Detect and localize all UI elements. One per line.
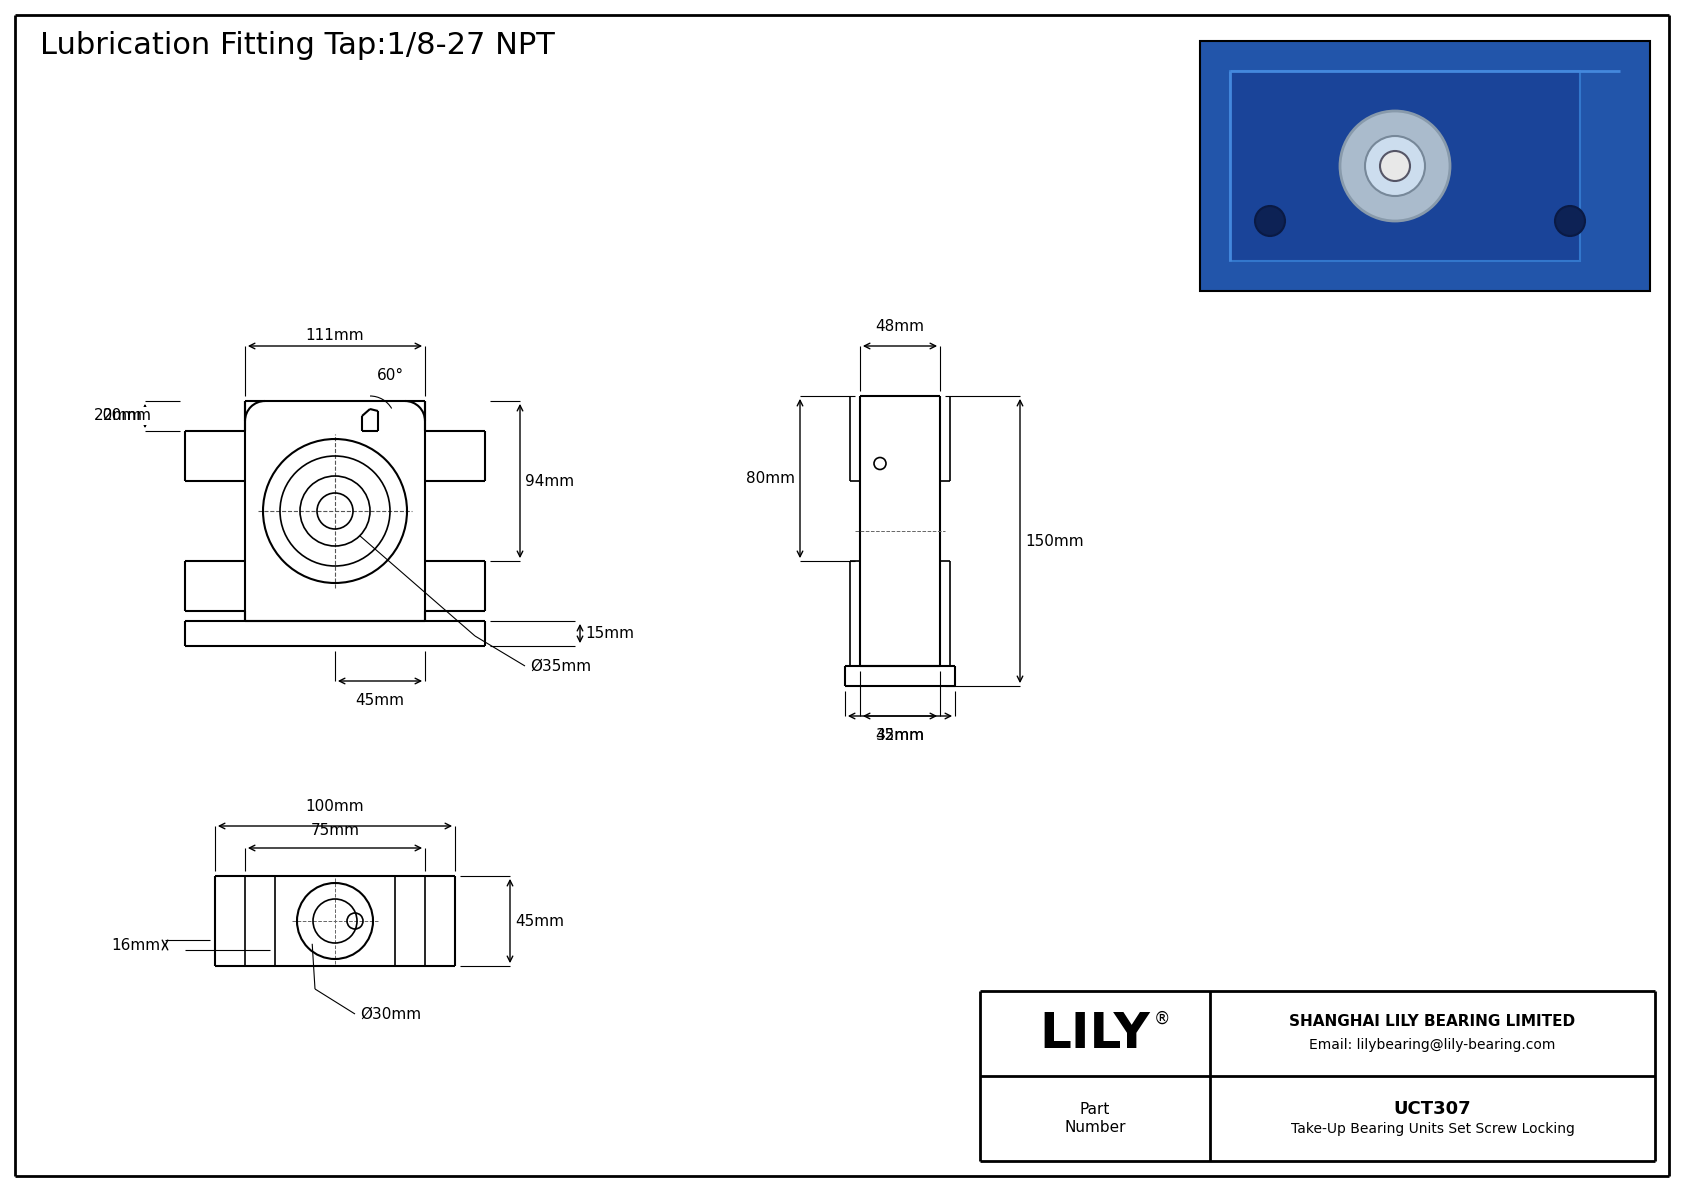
Text: 32mm: 32mm <box>876 728 925 743</box>
Text: Take-Up Bearing Units Set Screw Locking: Take-Up Bearing Units Set Screw Locking <box>1290 1122 1575 1135</box>
Text: Ø30mm: Ø30mm <box>360 1006 421 1022</box>
Text: 45mm: 45mm <box>355 693 404 707</box>
Text: LILY: LILY <box>1039 1010 1150 1058</box>
Text: Lubrication Fitting Tap:1/8-27 NPT: Lubrication Fitting Tap:1/8-27 NPT <box>40 31 554 61</box>
Text: 45mm: 45mm <box>876 728 925 743</box>
Text: 20mm: 20mm <box>103 409 152 424</box>
Text: 94mm: 94mm <box>525 474 574 488</box>
Text: 45mm: 45mm <box>515 913 564 929</box>
Text: 80mm: 80mm <box>746 470 795 486</box>
Text: SHANGHAI LILY BEARING LIMITED: SHANGHAI LILY BEARING LIMITED <box>1290 1014 1576 1029</box>
Circle shape <box>1340 111 1450 222</box>
Text: Ø35mm: Ø35mm <box>530 659 591 673</box>
Text: 60°: 60° <box>377 368 404 384</box>
Text: 20mm: 20mm <box>94 409 143 424</box>
Circle shape <box>1379 151 1410 181</box>
Text: 48mm: 48mm <box>876 319 925 333</box>
Text: 15mm: 15mm <box>584 626 633 641</box>
Bar <box>1229 71 1580 261</box>
Text: Part
Number: Part Number <box>1064 1103 1125 1135</box>
Text: Email: lilybearing@lily-bearing.com: Email: lilybearing@lily-bearing.com <box>1310 1039 1556 1053</box>
Text: 16mm: 16mm <box>111 937 160 953</box>
Text: ®: ® <box>1154 1010 1170 1028</box>
Circle shape <box>1554 206 1585 236</box>
Circle shape <box>1255 206 1285 236</box>
Bar <box>1201 40 1650 291</box>
Text: UCT307: UCT307 <box>1394 1099 1472 1117</box>
Text: 100mm: 100mm <box>306 799 364 813</box>
Text: 150mm: 150mm <box>1026 534 1083 549</box>
Text: 111mm: 111mm <box>306 329 364 343</box>
Circle shape <box>1366 136 1425 197</box>
Text: 75mm: 75mm <box>310 823 359 838</box>
